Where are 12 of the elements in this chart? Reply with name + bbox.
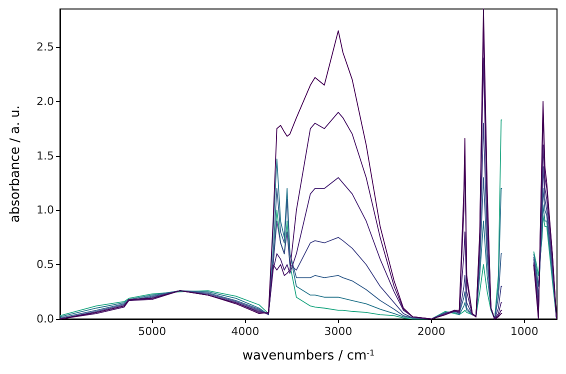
x-tick-label: 4000 xyxy=(231,325,260,338)
y-tick-label: 1.5 xyxy=(36,149,54,162)
y-tick-label: 2.5 xyxy=(36,40,54,54)
y-axis-title: absorbance / a. u. xyxy=(8,105,23,223)
x-tick-label: 3000 xyxy=(324,325,352,338)
x-tick-label: 5000 xyxy=(138,325,166,338)
y-tick-label: 1.0 xyxy=(36,204,54,217)
y-tick-label: 2.0 xyxy=(36,94,54,108)
y-tick-label: 0.5 xyxy=(36,258,54,272)
x-tick-label: 2000 xyxy=(417,325,446,338)
x-tick-label: 1000 xyxy=(510,325,538,338)
y-tick-label: 0.0 xyxy=(36,312,54,326)
